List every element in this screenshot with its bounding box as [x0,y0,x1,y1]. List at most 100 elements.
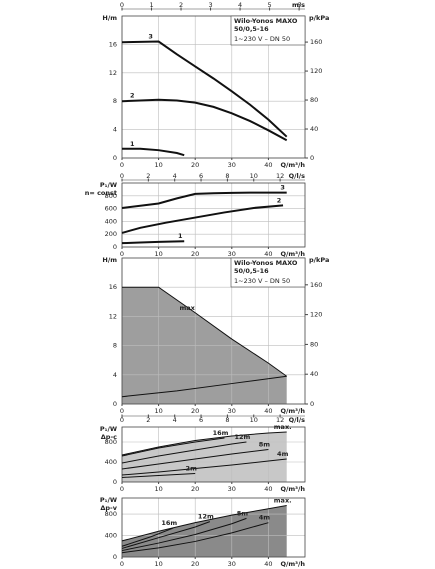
y-tick-label: 800 [105,192,117,200]
y-axis-label: n= const [85,189,117,197]
curve [121,473,196,478]
plot-frame [121,497,306,558]
y-tick-label: 0 [113,478,117,486]
x2-axis-label: Q/l/s [289,416,306,424]
plot-frame [121,182,306,248]
y-tick-label: 12 [109,312,117,320]
plot-frame [121,257,306,405]
x-tick-label: 40 [264,485,272,493]
x-axis-label: Q/m³/h [280,161,305,169]
x-tick-label: 10 [154,250,162,258]
curve [121,521,211,549]
curve [121,431,287,456]
chart-title: Wilo-Yonos MAXO [234,17,298,25]
x-tick-label: 30 [228,161,236,169]
x-tick-label: 40 [264,407,272,415]
x-axis-label: Q/m³/h [280,250,305,258]
x2-tick-label: 2 [179,1,183,9]
series-label: max [180,304,196,312]
x2-tick-label: 6 [297,1,301,9]
x-tick-label: 30 [228,407,236,415]
y-tick-label: 800 [105,438,117,446]
curve [121,527,174,547]
y-tick-label: 0 [113,400,117,408]
x2-tick-label: 6 [199,172,203,180]
y-tick-label: 0 [113,154,117,162]
x2-tick-label: 10 [250,172,258,180]
y-tick-label: 0 [113,553,117,561]
x2-tick-label: 4 [173,416,177,424]
x-tick-label: 40 [264,250,272,258]
y-tick-label: 8 [113,342,117,350]
series-label: 12m [198,513,214,521]
x2-tick-label: 2 [146,416,150,424]
y2-tick-label: 0 [310,154,314,162]
x-tick-label: 30 [228,250,236,258]
y-tick-label: 0 [113,243,117,251]
y2-tick-label: 40 [310,125,318,133]
curve [121,204,284,234]
series-label: 1 [178,232,183,240]
y-axis-label: P₁/W [100,181,117,189]
x2-axis-label: Q/l/s [289,172,306,180]
chart-title: 50/0,5-16 [234,25,269,33]
curve [121,240,185,245]
x-tick-label: 30 [228,560,236,568]
series-label: max. [274,423,292,431]
curve [122,286,287,377]
x-tick-label: 0 [120,407,124,415]
curve [121,98,288,142]
y-tick-label: 400 [105,217,117,225]
series-label: 3 [280,184,285,192]
series-label: 2 [130,91,135,99]
x-axis-label: Q/m³/h [280,560,305,568]
y-tick-label: 200 [105,230,117,238]
curve [121,375,287,398]
chart-title: 50/0,5-16 [234,267,269,275]
x2-axis-label: m/s [292,1,305,9]
series-label: 2 [277,196,282,204]
y-axis-label: Δp-v [100,504,117,512]
x2-tick-label: 0 [120,1,124,9]
y-axis-label: Δp-c [101,433,117,441]
series-label: 8m [237,509,249,517]
y2-tick-label: 80 [310,96,318,104]
x-tick-label: 30 [228,485,236,493]
x2-tick-label: 0 [120,416,124,424]
chart-title: Wilo-Yonos MAXO [234,259,298,267]
y-axis-label: H/m [102,256,117,264]
y-tick-label: 16 [109,283,117,291]
x-tick-label: 20 [191,560,199,568]
y2-tick-label: 80 [310,340,318,348]
curve [121,441,247,464]
area-fill [122,432,287,482]
x-tick-label: 10 [154,560,162,568]
y-tick-label: 400 [105,458,117,466]
x-tick-label: 0 [120,250,124,258]
x2-tick-label: 6 [199,416,203,424]
y-axis-label: P₁/W [100,496,117,504]
x2-tick-label: 2 [146,172,150,180]
series-label: max. [274,497,292,505]
y2-axis-label: p/kPa [309,14,329,22]
x-tick-label: 10 [154,161,162,169]
y-tick-label: 4 [113,371,117,379]
y2-tick-label: 0 [310,400,314,408]
x2-tick-label: 1 [149,1,153,9]
y-tick-label: 600 [105,205,117,213]
y-tick-label: 8 [113,97,117,105]
x2-tick-label: 4 [173,172,177,180]
y-tick-label: 800 [105,510,117,518]
x-tick-label: 10 [154,407,162,415]
title-box [230,15,306,46]
x-tick-label: 20 [191,250,199,258]
curve [121,517,247,552]
x-tick-label: 20 [191,407,199,415]
series-label: 4m [277,450,289,458]
x2-tick-label: 8 [225,172,229,180]
x-tick-label: 40 [264,161,272,169]
y2-tick-label: 40 [310,370,318,378]
x2-tick-label: 0 [120,172,124,180]
x-tick-label: 10 [154,485,162,493]
